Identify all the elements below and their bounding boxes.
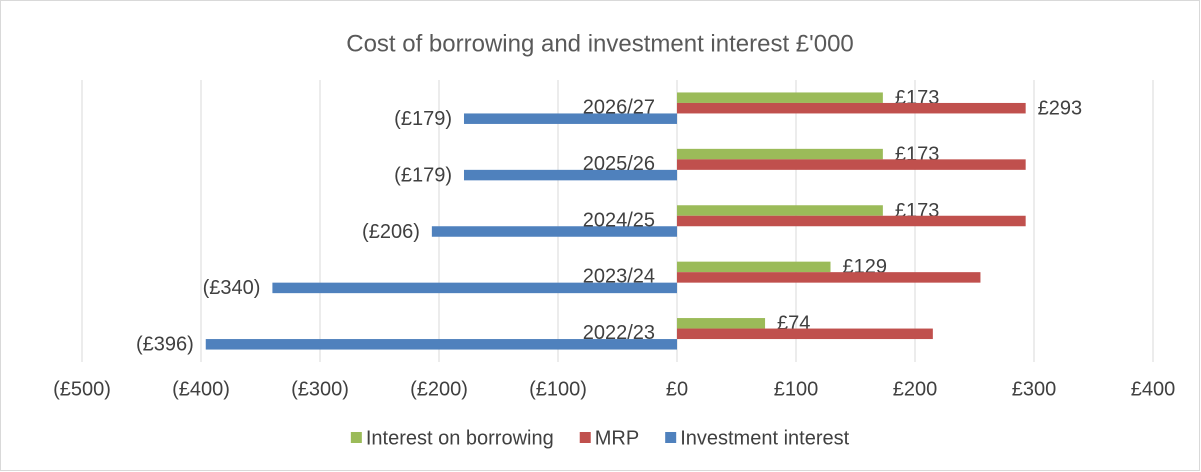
bar xyxy=(677,148,883,160)
y-category-label: 2022/23 xyxy=(583,322,655,344)
bar xyxy=(677,215,1026,227)
data-label: (£179) xyxy=(394,108,452,130)
y-category-label: 2023/24 xyxy=(583,266,655,288)
bar xyxy=(272,282,677,294)
x-tick-label: £400 xyxy=(1131,378,1176,400)
data-label: £293 xyxy=(1038,97,1083,119)
chart-title: Cost of borrowing and investment interes… xyxy=(346,30,854,57)
x-tick-label: (£400) xyxy=(172,378,230,400)
legend-swatch xyxy=(665,432,677,443)
bar xyxy=(677,261,831,273)
bar xyxy=(677,92,883,103)
x-tick-label: £300 xyxy=(1012,378,1057,400)
bar xyxy=(463,169,677,181)
bar xyxy=(463,113,677,124)
legend-label: Investment interest xyxy=(680,427,849,449)
y-category-label: 2024/25 xyxy=(583,209,655,231)
y-category-label: 2026/27 xyxy=(583,96,655,118)
legend-label: Interest on borrowing xyxy=(366,427,554,449)
legend-swatch xyxy=(350,432,362,443)
bar xyxy=(677,159,1026,170)
bar xyxy=(677,205,883,216)
x-tick-label: (£300) xyxy=(291,378,349,400)
x-tick-label: (£500) xyxy=(53,378,111,400)
data-label: (£340) xyxy=(203,277,261,299)
x-tick-label: (£200) xyxy=(410,378,468,400)
y-category-label: 2025/26 xyxy=(583,153,655,175)
bar xyxy=(677,272,981,283)
data-label: (£206) xyxy=(362,221,420,243)
data-label: (£396) xyxy=(136,334,194,356)
bar xyxy=(205,339,677,350)
legend-swatch xyxy=(579,432,591,443)
bar xyxy=(677,328,933,340)
bar xyxy=(677,318,766,329)
x-tick-label: £100 xyxy=(774,378,819,400)
legend-label: MRP xyxy=(595,427,639,449)
x-tick-label: £0 xyxy=(666,378,688,400)
bar xyxy=(431,226,677,237)
data-label: (£179) xyxy=(394,164,452,186)
x-tick-label: £200 xyxy=(893,378,938,400)
bar xyxy=(677,102,1026,114)
x-tick-label: (£100) xyxy=(529,378,587,400)
